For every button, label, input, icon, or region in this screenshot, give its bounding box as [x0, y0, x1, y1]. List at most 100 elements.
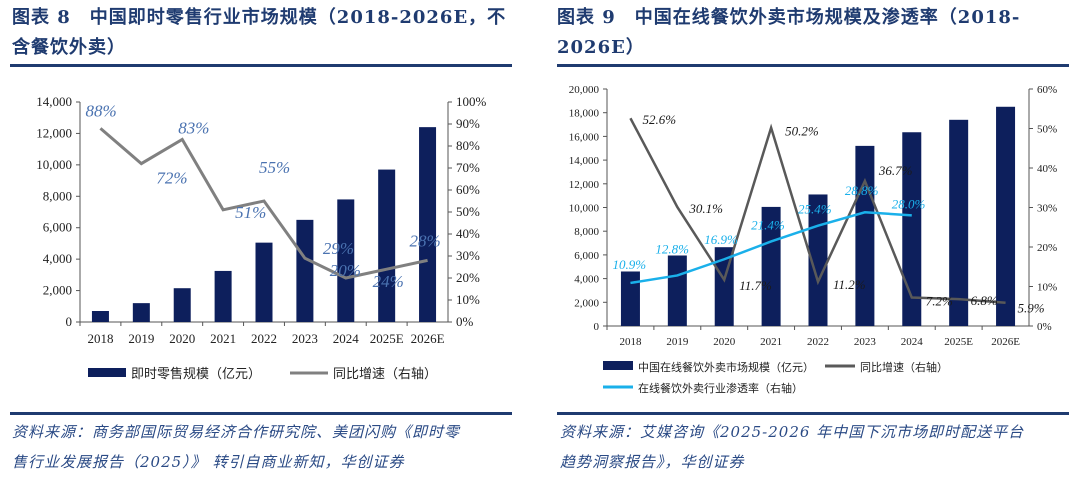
data-label: 28% — [410, 231, 441, 250]
legend-swatch-bar — [603, 361, 633, 370]
bar-2025E — [378, 169, 396, 322]
data-label: 72% — [156, 169, 187, 188]
left-title-divider — [10, 64, 512, 67]
y2-tick-label: 10% — [1037, 282, 1057, 294]
data-label: 5.9% — [1018, 301, 1045, 316]
x-tick-label: 2023 — [854, 336, 877, 348]
y2-tick-label: 40% — [1037, 163, 1057, 175]
bar-2023 — [296, 219, 314, 322]
data-label: 11.7% — [739, 278, 772, 293]
y2-tick-label: 100% — [456, 94, 487, 109]
y2-tick-label: 20% — [1037, 242, 1057, 254]
y-tick-label: 8,000 — [574, 226, 599, 238]
bar-2024 — [337, 199, 355, 322]
bar-2018 — [620, 271, 640, 326]
data-label: 24% — [373, 272, 404, 291]
y2-tick-label: 80% — [456, 138, 480, 153]
x-tick-label: 2019 — [128, 331, 154, 346]
left-source-line2: 售行业发展报告（2025）》 转引自商业新知，华创证券 — [12, 453, 405, 471]
y2-tick-label: 70% — [456, 160, 480, 175]
x-tick-label: 2022 — [807, 336, 829, 348]
y2-tick-label: 60% — [456, 182, 480, 197]
left-source-line1: 资料来源：商务部国际贸易经济合作研究院、美团闪购《即时零 — [12, 423, 461, 441]
bar-2025E — [949, 119, 969, 326]
legend-label: 在线餐饮外卖行业渗透率（右轴） — [638, 381, 803, 395]
y2-tick-label: 90% — [456, 116, 480, 131]
y-tick-label: 6,000 — [43, 220, 72, 235]
legend-label: 同比增速（右轴） — [333, 366, 437, 381]
data-label: 50.2% — [785, 124, 819, 139]
bar-2026E — [419, 127, 437, 323]
left-chart-title: 图表 8 中国即时零售行业市场规模（2018-2026E，不 含餐饮外卖） — [12, 3, 506, 63]
x-tick-label: 2024 — [901, 336, 924, 348]
bar-2021 — [761, 206, 781, 326]
data-label: 36.7% — [878, 163, 913, 178]
y-tick-label: 4,000 — [574, 274, 599, 286]
y-tick-label: 12,000 — [36, 125, 72, 140]
right-chart: 0 2,000 4,000 6,000 8,000 10,000 12,000 14,000 1… — [569, 84, 1057, 395]
x-tick-label: 2021 — [760, 336, 782, 348]
y2-tick-label: 0% — [1037, 321, 1052, 333]
x-tick-label: 2026E — [991, 336, 1020, 348]
x-tick-label: 2024 — [333, 331, 360, 346]
data-label: 30.1% — [688, 201, 723, 216]
y-tick-label: 12,000 — [569, 179, 600, 191]
data-label: 52.6% — [642, 112, 676, 127]
y2-tick-label: 30% — [456, 248, 480, 263]
y-tick-label: 6,000 — [574, 250, 599, 262]
left-title-line1: 图表 8 中国即时零售行业市场规模（2018-2026E，不 — [12, 7, 507, 28]
data-label: 51% — [235, 203, 266, 222]
x-tick-label: 2018 — [619, 336, 642, 348]
y2-tick-label: 30% — [1037, 203, 1057, 215]
y-tick-label: 0 — [594, 321, 600, 333]
bar-2022 — [255, 242, 273, 322]
bar-2023 — [855, 145, 875, 326]
x-tick-label: 2019 — [666, 336, 689, 348]
left-source-divider — [10, 412, 512, 415]
bar-2024 — [902, 132, 922, 326]
data-label: 83% — [178, 118, 209, 137]
bar-2019 — [132, 303, 150, 322]
y-tick-label: 10,000 — [36, 157, 72, 172]
y-tick-label: 14,000 — [569, 155, 600, 167]
y-tick-label: 18,000 — [569, 108, 600, 120]
x-tick-label: 2020 — [713, 336, 736, 348]
y-tick-label: 0 — [66, 314, 73, 329]
legend-label: 即时零售规模（亿元） — [131, 366, 261, 381]
x-tick-label: 2018 — [87, 331, 113, 346]
left-title-line2: 含餐饮外卖） — [12, 37, 126, 58]
data-label: 88% — [85, 101, 116, 120]
y-tick-label: 20,000 — [569, 84, 600, 96]
data-label: 10.9% — [612, 257, 646, 272]
x-tick-label: 2020 — [169, 331, 195, 346]
bar-2018 — [91, 311, 109, 322]
x-tick-label: 2025E — [370, 331, 404, 346]
y-tick-label: 8,000 — [43, 188, 72, 203]
data-label: 28.8% — [845, 183, 879, 198]
line-series-1 — [629, 117, 1006, 304]
y2-tick-label: 40% — [456, 226, 480, 241]
left-source-note: 资料来源：商务部国际贸易经济合作研究院、美团闪购《即时零 售行业发展报告（202… — [12, 417, 460, 477]
left-chart: 0 2,000 4,000 6,000 8,000 10,000 12,000 14,000 0… — [36, 94, 487, 381]
right-source-divider — [557, 412, 1069, 415]
bar-2020 — [173, 288, 191, 322]
right-source-note: 资料来源：艾媒咨询《2025-2026 年中国下沉市场即时配送平台 趋势洞察报告… — [560, 417, 1024, 477]
y2-tick-label: 10% — [456, 292, 480, 307]
x-tick-label: 2022 — [251, 331, 277, 346]
data-label: 6.8% — [971, 293, 998, 308]
y-tick-label: 4,000 — [43, 251, 72, 266]
x-tick-label: 2021 — [210, 331, 236, 346]
right-title-line1: 图表 9 中国在线餐饮外卖市场规模及渗透率（2018- — [557, 7, 1021, 28]
right-source-line2: 趋势洞察报告》，华创证券 — [560, 453, 745, 471]
y-tick-label: 16,000 — [569, 131, 600, 143]
right-source-line1: 资料来源：艾媒咨询《2025-2026 年中国下沉市场即时配送平台 — [560, 423, 1025, 441]
bar-2021 — [214, 270, 232, 322]
line-series-1 — [99, 127, 428, 280]
x-tick-label: 2026E — [411, 331, 445, 346]
y-tick-label: 2,000 — [574, 297, 599, 309]
data-label: 11.2% — [833, 277, 866, 292]
y2-tick-label: 20% — [456, 270, 480, 285]
legend-label: 中国在线餐饮外卖市场规模（亿元） — [638, 360, 814, 374]
data-label: 25.4% — [798, 202, 832, 217]
data-label: 20% — [330, 261, 361, 280]
